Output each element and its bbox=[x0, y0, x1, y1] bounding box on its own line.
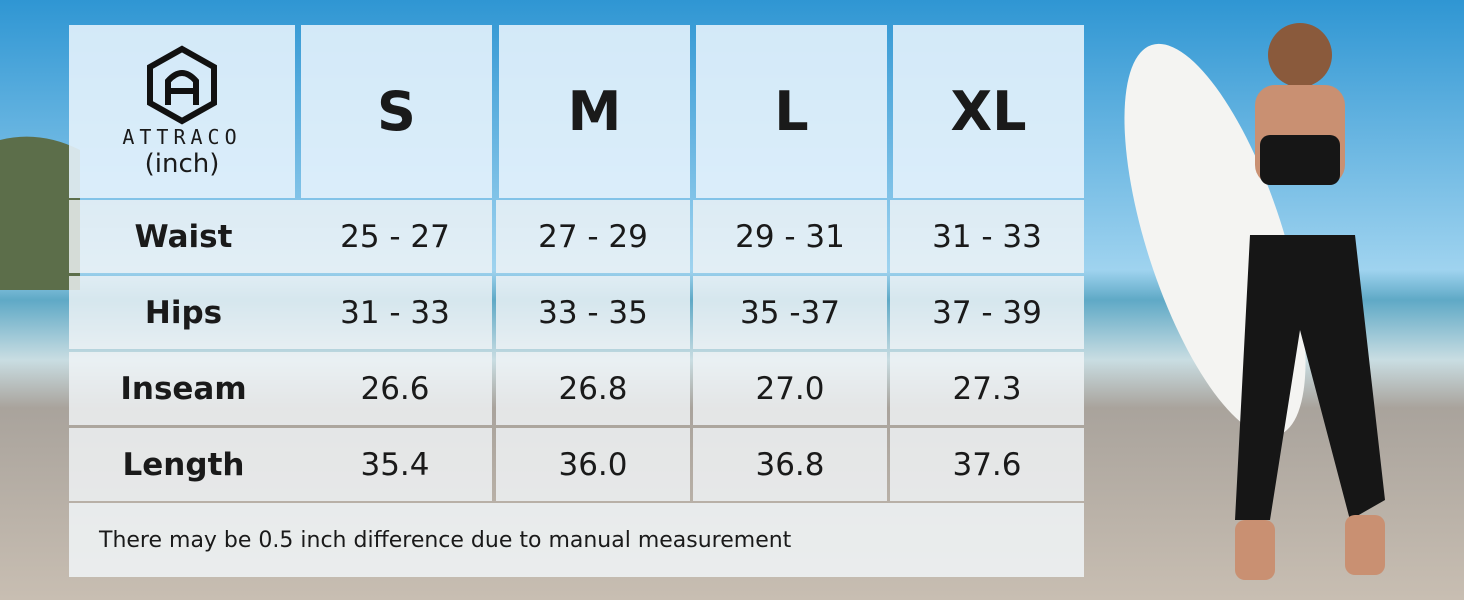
cell-value: 35.4 bbox=[298, 428, 492, 501]
logo-icon bbox=[147, 45, 217, 124]
size-header: S bbox=[301, 25, 492, 198]
model-silhouette bbox=[1235, 23, 1385, 580]
row-label: Waist bbox=[69, 200, 298, 273]
row-label: Inseam bbox=[69, 352, 298, 425]
cell-value: 27.3 bbox=[890, 352, 1084, 425]
row-label: Hips bbox=[69, 276, 298, 349]
cell-value: 26.6 bbox=[298, 352, 492, 425]
footnote: There may be 0.5 inch difference due to … bbox=[69, 503, 1084, 577]
cell-value: 36.8 bbox=[693, 428, 887, 501]
cell-value: 25 - 27 bbox=[298, 200, 492, 273]
cell-value: 37.6 bbox=[890, 428, 1084, 501]
cell-value: 35 -37 bbox=[693, 276, 887, 349]
cell-value: 27 - 29 bbox=[496, 200, 690, 273]
cell-value: 31 - 33 bbox=[890, 200, 1084, 273]
unit: (inch) bbox=[144, 148, 220, 179]
cell-value: 27.0 bbox=[693, 352, 887, 425]
size-header: M bbox=[499, 25, 690, 198]
cell-value: 36.0 bbox=[496, 428, 690, 501]
size-header: L bbox=[696, 25, 887, 198]
brand: ATTRACO bbox=[122, 124, 242, 149]
row-label: Length bbox=[69, 428, 298, 501]
logo-cell: ATTRACO (inch) bbox=[69, 25, 295, 198]
cell-value: 37 - 39 bbox=[890, 276, 1084, 349]
cell-value: 29 - 31 bbox=[693, 200, 887, 273]
cell-value: 33 - 35 bbox=[496, 276, 690, 349]
size-header: XL bbox=[893, 25, 1084, 198]
cell-value: 31 - 33 bbox=[298, 276, 492, 349]
cell-value: 26.8 bbox=[496, 352, 690, 425]
